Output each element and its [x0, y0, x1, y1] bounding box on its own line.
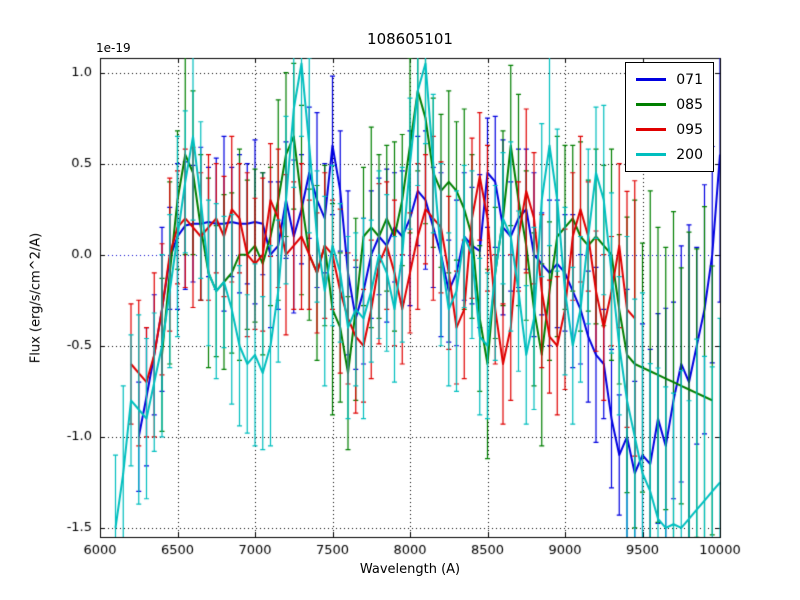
legend-line-200-icon — [636, 153, 667, 156]
legend-line-085-icon — [636, 103, 667, 106]
legend-label-071: 071 — [676, 71, 703, 88]
chart-title: 108605101 — [367, 30, 453, 48]
legend: 071 085 095 200 — [625, 62, 714, 172]
legend-label-200: 200 — [676, 146, 703, 163]
legend-entry-071: 071 — [636, 67, 703, 92]
y-axis-label: Flux (erg/s/cm^2/A) — [28, 232, 44, 364]
legend-line-095-icon — [636, 128, 667, 131]
legend-label-095: 095 — [676, 121, 703, 138]
x-axis-label: Wavelength (A) — [359, 562, 461, 577]
y-axis-offset-text: 1e-19 — [96, 41, 131, 55]
legend-entry-085: 085 — [636, 92, 703, 117]
legend-line-071-icon — [636, 78, 667, 81]
legend-label-085: 085 — [676, 96, 703, 113]
legend-entry-095: 095 — [636, 117, 703, 142]
legend-entry-200: 200 — [636, 142, 703, 167]
